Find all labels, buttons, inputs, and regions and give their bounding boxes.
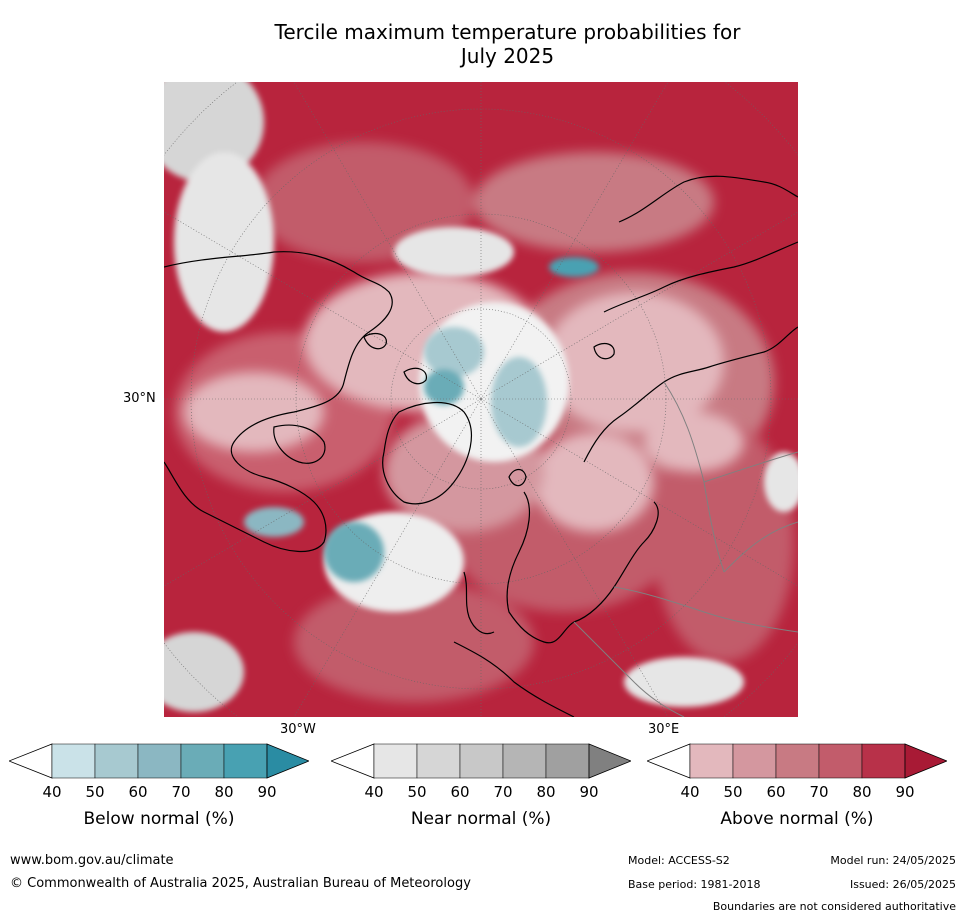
latitude-label-30n: 30°N (123, 391, 156, 406)
below-normal-region (244, 257, 599, 582)
cb-tick: 40 (42, 783, 62, 801)
colorbar-above-normal-ticks: 40 50 60 70 80 90 (647, 783, 947, 803)
cb-tick: 40 (680, 783, 700, 801)
colorbar-segment (689, 743, 734, 779)
colorbar-lower-extend (331, 743, 375, 779)
country-borders (573, 381, 798, 717)
colorbar-segment (818, 743, 863, 779)
map-title: Tercile maximum temperature probabilitie… (180, 20, 835, 68)
cb-tick: 60 (766, 783, 786, 801)
colorbar-segment (545, 743, 590, 779)
colorbar-segment (137, 743, 182, 779)
colorbar-segment (94, 743, 139, 779)
title-line-1: Tercile maximum temperature probabilitie… (274, 20, 741, 44)
cb-tick: 50 (85, 783, 105, 801)
colorbar-segment (502, 743, 547, 779)
colorbar-segment (416, 743, 461, 779)
cb-tick: 90 (257, 783, 277, 801)
colorbar-near-normal-bar (331, 743, 631, 779)
cb-tick: 60 (450, 783, 470, 801)
cb-tick: 70 (809, 783, 829, 801)
colorbar-below-normal-bar (9, 743, 309, 779)
colorbar-above-normal-bar (647, 743, 947, 779)
cb-tick: 50 (723, 783, 743, 801)
longitude-label-30e: 30°E (648, 722, 680, 737)
colorbar-segment (51, 743, 96, 779)
colorbar-near-normal-ticks: 40 50 60 70 80 90 (331, 783, 631, 803)
graticule (164, 82, 798, 717)
colorbar-upper-extend (904, 743, 947, 779)
polar-map (164, 82, 798, 717)
colorbar-upper-extend (588, 743, 631, 779)
title-line-2: July 2025 (460, 44, 555, 68)
colorbar-below-normal-label: Below normal (%) (83, 809, 235, 829)
cb-tick: 90 (895, 783, 915, 801)
disclaimer-text: Boundaries are not considered authoritat… (712, 900, 956, 913)
cb-tick: 40 (364, 783, 384, 801)
model-text: Model: ACCESS-S2 (628, 854, 730, 867)
cb-tick: 50 (407, 783, 427, 801)
longitude-label-30w: 30°W (280, 722, 316, 737)
colorbar-lower-extend (647, 743, 691, 779)
copyright-text: © Commonwealth of Australia 2025, Austra… (10, 876, 471, 891)
above-normal-low-region (184, 272, 744, 532)
colorbar-segment (459, 743, 504, 779)
colorbar-segment (223, 743, 268, 779)
probability-field (164, 82, 798, 717)
colorbar-upper-extend (266, 743, 309, 779)
colorbar-lower-extend (9, 743, 53, 779)
issued-text: Issued: 26/05/2025 (849, 878, 956, 891)
cb-tick: 80 (852, 783, 872, 801)
cb-tick: 70 (171, 783, 191, 801)
colorbar-near-normal-label: Near normal (%) (410, 809, 552, 829)
colorbar-segment (775, 743, 820, 779)
colorbar-above-normal-label: Above normal (%) (720, 809, 874, 829)
coastlines (164, 175, 798, 717)
cb-tick: 80 (214, 783, 234, 801)
base-period-text: Base period: 1981-2018 (628, 878, 761, 891)
colorbar-below-normal-ticks: 40 50 60 70 80 90 (9, 783, 309, 803)
colorbar-segment (180, 743, 225, 779)
colorbar-segment (373, 743, 418, 779)
model-run-text: Model run: 24/05/2025 (830, 854, 956, 867)
colorbar-segment (861, 743, 906, 779)
cb-tick: 70 (493, 783, 513, 801)
cb-tick: 90 (579, 783, 599, 801)
colorbar-segment (732, 743, 777, 779)
website-link[interactable]: www.bom.gov.au/climate (10, 853, 174, 868)
cb-tick: 80 (536, 783, 556, 801)
cb-tick: 60 (128, 783, 148, 801)
